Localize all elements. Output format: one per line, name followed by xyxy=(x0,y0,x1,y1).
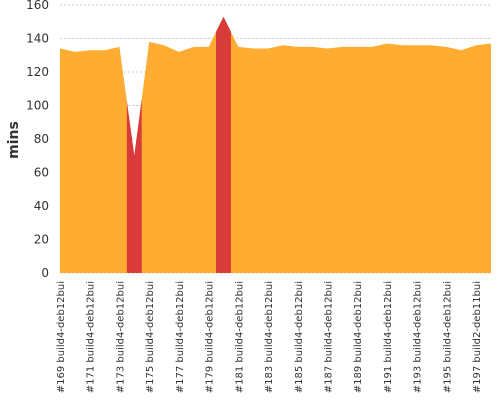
x-tick-label: #175 build4-deb12bui xyxy=(145,281,156,393)
x-tick-label: #185 build4-deb12bui xyxy=(294,281,305,393)
x-tick-label: #171 build4-deb12bui xyxy=(86,281,97,393)
x-tick-label: #181 build4-deb12bui xyxy=(234,281,245,393)
x-tick-label: #187 build4-deb12bui xyxy=(324,281,335,393)
y-tick-label: 0 xyxy=(41,266,49,280)
x-tick-label: #179 build4-deb12bui xyxy=(205,281,216,393)
y-tick-label: 100 xyxy=(26,99,49,113)
y-tick-label: 40 xyxy=(34,199,49,213)
y-tick-label: 160 xyxy=(26,0,49,12)
y-axis-title: mins xyxy=(6,121,22,159)
failed-build-band xyxy=(216,16,231,273)
x-tick-label: #197 build2-deb11bui xyxy=(472,281,483,393)
x-tick-label: #183 build4-deb12bui xyxy=(264,281,275,393)
y-tick-label: 120 xyxy=(26,65,49,79)
x-tick-label: #191 build4-deb12bui xyxy=(383,281,394,393)
y-tick-label: 60 xyxy=(34,166,49,180)
y-tick-label: 80 xyxy=(34,132,49,146)
x-axis-ticks: #169 build4-deb12bui #171 build4-deb12bui… xyxy=(56,281,483,393)
x-tick-label: #169 build4-deb12bui xyxy=(56,281,67,393)
x-tick-label: #177 build4-deb12bui xyxy=(175,281,186,393)
success-area xyxy=(60,16,491,273)
y-tick-label: 20 xyxy=(34,233,49,247)
y-axis-ticks: 0 20 40 60 80 100 120 140 160 xyxy=(26,0,49,280)
x-tick-label: #173 build4-deb12bui xyxy=(115,281,126,393)
failed-build-band xyxy=(126,98,142,273)
x-tick-label: #189 build4-deb12bui xyxy=(353,281,364,393)
duration-area xyxy=(60,16,491,273)
x-tick-label: #193 build4-deb12bui xyxy=(413,281,424,393)
y-tick-label: 140 xyxy=(26,32,49,46)
x-tick-label: #195 build4-deb12bui xyxy=(442,281,453,393)
